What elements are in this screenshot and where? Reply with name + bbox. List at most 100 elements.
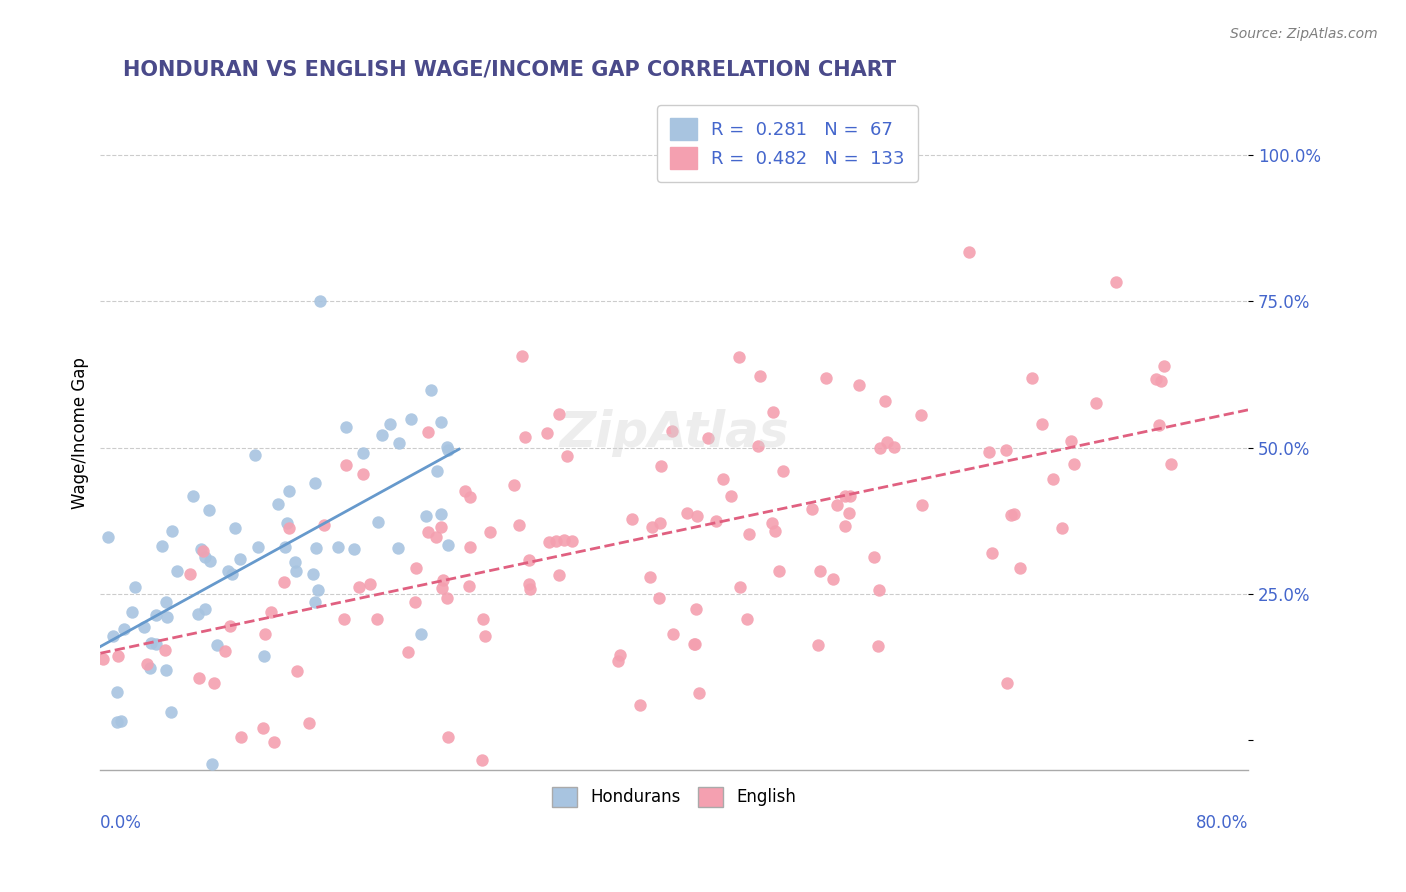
Point bbox=[91, 652, 114, 666]
Point bbox=[437, 442, 460, 457]
Point bbox=[810, 564, 832, 578]
Point bbox=[231, 731, 253, 745]
Point bbox=[606, 654, 628, 668]
Point bbox=[609, 648, 631, 662]
Point bbox=[510, 349, 533, 363]
Point bbox=[834, 518, 856, 533]
Point bbox=[1042, 472, 1064, 486]
Point bbox=[308, 294, 330, 309]
Point bbox=[155, 663, 177, 677]
Text: ZipAtlas: ZipAtlas bbox=[560, 409, 789, 457]
Point bbox=[801, 502, 824, 516]
Point bbox=[110, 714, 132, 728]
Point bbox=[124, 580, 146, 594]
Point bbox=[425, 530, 447, 544]
Point bbox=[711, 472, 734, 486]
Point bbox=[156, 609, 179, 624]
Point bbox=[105, 714, 128, 729]
Text: HONDURAN VS ENGLISH WAGE/INCOME GAP CORRELATION CHART: HONDURAN VS ENGLISH WAGE/INCOME GAP CORR… bbox=[124, 60, 897, 79]
Point bbox=[686, 509, 709, 524]
Point bbox=[437, 730, 460, 744]
Point bbox=[536, 425, 558, 440]
Point bbox=[638, 570, 661, 584]
Point bbox=[883, 440, 905, 454]
Point bbox=[247, 540, 270, 554]
Point bbox=[136, 657, 159, 671]
Point bbox=[352, 446, 374, 460]
Point bbox=[217, 564, 239, 578]
Point bbox=[869, 441, 891, 455]
Point bbox=[301, 567, 323, 582]
Point bbox=[735, 612, 758, 626]
Point bbox=[276, 516, 298, 530]
Point bbox=[430, 520, 453, 534]
Point bbox=[648, 591, 671, 606]
Point bbox=[145, 637, 167, 651]
Point bbox=[194, 601, 217, 615]
Point bbox=[335, 458, 357, 472]
Point bbox=[738, 527, 761, 541]
Point bbox=[470, 753, 492, 767]
Point bbox=[727, 350, 749, 364]
Point bbox=[274, 540, 297, 554]
Point bbox=[214, 644, 236, 658]
Point bbox=[139, 636, 162, 650]
Point bbox=[748, 369, 770, 384]
Point bbox=[121, 605, 143, 619]
Point bbox=[312, 518, 335, 533]
Point bbox=[112, 622, 135, 636]
Point bbox=[333, 611, 356, 625]
Point bbox=[188, 671, 211, 685]
Point bbox=[139, 660, 162, 674]
Legend: Hondurans, English: Hondurans, English bbox=[544, 779, 804, 815]
Point bbox=[263, 734, 285, 748]
Point bbox=[349, 580, 371, 594]
Point bbox=[202, 675, 225, 690]
Point bbox=[537, 534, 560, 549]
Point bbox=[436, 591, 458, 605]
Point bbox=[517, 576, 540, 591]
Point bbox=[150, 539, 173, 553]
Point bbox=[704, 515, 727, 529]
Point bbox=[910, 408, 932, 422]
Point bbox=[688, 686, 710, 700]
Point bbox=[994, 443, 1017, 458]
Point bbox=[675, 506, 697, 520]
Point bbox=[1144, 372, 1167, 386]
Point bbox=[1060, 434, 1083, 449]
Point bbox=[260, 605, 283, 619]
Point bbox=[305, 541, 328, 555]
Point bbox=[761, 516, 783, 530]
Point bbox=[868, 582, 890, 597]
Point bbox=[474, 628, 496, 642]
Point bbox=[848, 378, 870, 392]
Point bbox=[145, 608, 167, 623]
Point bbox=[285, 665, 308, 679]
Point bbox=[298, 716, 321, 731]
Point bbox=[343, 541, 366, 556]
Point bbox=[648, 516, 671, 530]
Point bbox=[304, 595, 326, 609]
Point bbox=[405, 560, 427, 574]
Text: Source: ZipAtlas.com: Source: ZipAtlas.com bbox=[1230, 27, 1378, 41]
Point bbox=[194, 549, 217, 564]
Point bbox=[193, 544, 215, 558]
Point bbox=[728, 580, 751, 594]
Point bbox=[97, 531, 120, 545]
Point bbox=[454, 484, 477, 499]
Point bbox=[1021, 371, 1043, 385]
Point bbox=[548, 568, 571, 582]
Point bbox=[772, 464, 794, 478]
Point bbox=[359, 577, 381, 591]
Point bbox=[957, 244, 980, 259]
Point bbox=[911, 498, 934, 512]
Point bbox=[277, 483, 299, 498]
Point bbox=[411, 627, 433, 641]
Text: 80.0%: 80.0% bbox=[1195, 814, 1249, 831]
Point bbox=[229, 552, 252, 566]
Point bbox=[420, 383, 443, 397]
Point bbox=[866, 639, 889, 653]
Point bbox=[981, 545, 1004, 559]
Point bbox=[181, 489, 204, 503]
Point bbox=[1153, 359, 1175, 374]
